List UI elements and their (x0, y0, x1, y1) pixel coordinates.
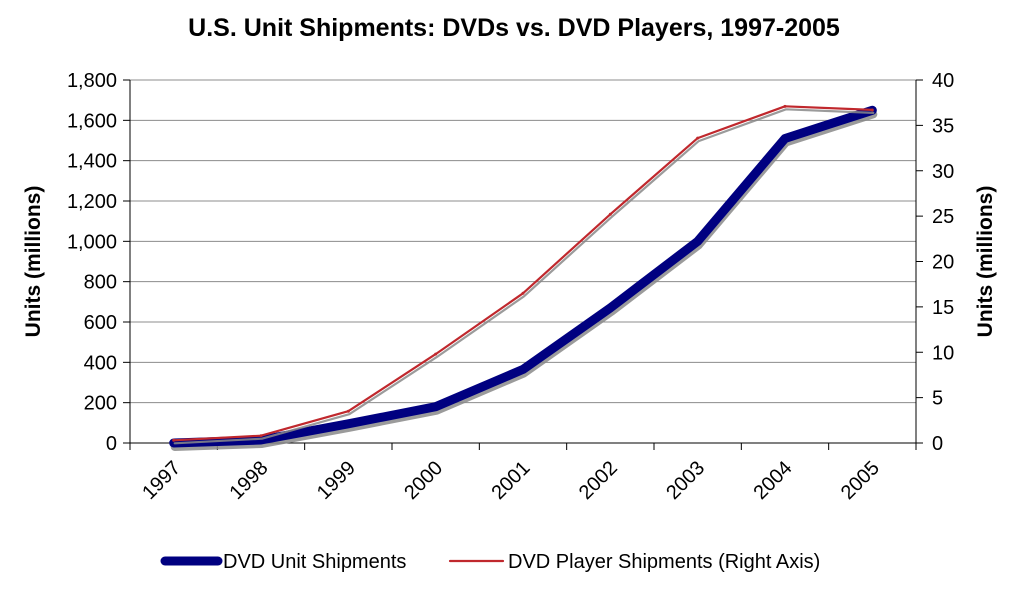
data-point-1 (606, 304, 614, 312)
y-tick-label: 800 (84, 272, 117, 294)
y-tick-label: 1,200 (67, 191, 117, 213)
data-point-1 (519, 365, 527, 373)
x-tick-label: 1999 (313, 457, 360, 504)
y2-tick-label: 0 (932, 433, 943, 455)
x-tick-label: 1998 (226, 457, 273, 504)
y-tick-label: 400 (84, 352, 117, 374)
data-point-1 (694, 237, 702, 245)
data-point-1 (781, 134, 789, 142)
data-point-2 (346, 409, 350, 413)
y2-tick-label: 15 (932, 297, 954, 319)
x-tick-label: 2004 (750, 457, 797, 504)
data-point-1 (344, 420, 352, 428)
y2-tick-label: 25 (932, 206, 954, 228)
data-point-2 (608, 212, 612, 216)
y-tick-label: 600 (84, 312, 117, 334)
y-tick-label: 200 (84, 393, 117, 415)
x-tick-label: 2000 (400, 457, 447, 504)
y-tick-label: 1,400 (67, 151, 117, 173)
gridlines (130, 79, 916, 404)
data-point-2 (696, 136, 700, 140)
y-axis-title: Units (millions) (22, 186, 45, 338)
y2-tick-label: 40 (932, 70, 954, 92)
data-point-1 (432, 403, 440, 411)
x-tick-label: 2001 (488, 457, 535, 504)
data-point-2 (870, 108, 874, 112)
y-tick-label: 0 (106, 433, 117, 455)
x-tick-label: 2003 (662, 457, 709, 504)
data-point-2 (259, 434, 263, 438)
legend: DVD Unit Shipments DVD Player Shipments (… (160, 551, 820, 573)
series-shadow-2 (173, 108, 875, 445)
data-point-2 (521, 291, 525, 295)
y2-tick-label: 10 (932, 342, 954, 364)
x-tick-label: 1997 (138, 457, 185, 504)
data-point-2 (783, 104, 787, 108)
legend-label-1: DVD Unit Shipments (223, 551, 406, 573)
y2-tick-label: 35 (932, 115, 954, 137)
y2-tick-label: 30 (932, 161, 954, 183)
y2-tick-label: 5 (932, 388, 943, 410)
y2-tick-label: 20 (932, 252, 954, 274)
x-tick-label: 2002 (575, 457, 622, 504)
y-tick-label: 1,800 (67, 70, 117, 92)
y-tick-label: 1,000 (67, 231, 117, 253)
y2-axis-title: Units (millions) (974, 186, 997, 338)
chart-title: U.S. Unit Shipments: DVDs vs. DVD Player… (188, 14, 840, 42)
y-tick-label: 1,600 (67, 110, 117, 132)
series-lines (169, 104, 878, 451)
data-point-2 (172, 438, 176, 442)
legend-label-2: DVD Player Shipments (Right Axis) (508, 551, 820, 573)
axes: 0 200 400 600 800 1,000 1,200 1,400 1,600 1,800 0 5… (22, 70, 997, 504)
data-point-2 (434, 352, 438, 356)
x-tick-label: 2005 (837, 457, 884, 504)
